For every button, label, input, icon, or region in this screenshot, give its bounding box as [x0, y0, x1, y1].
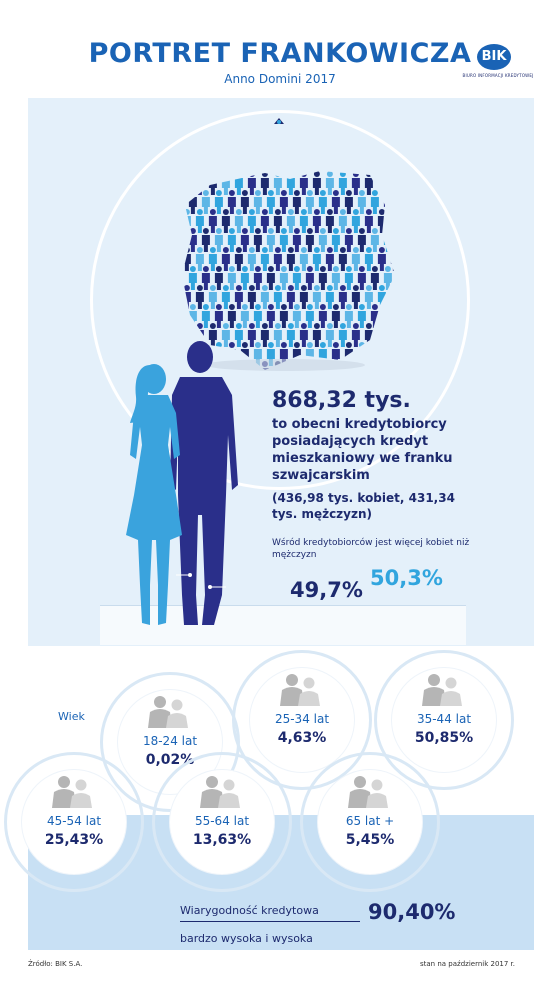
age-circle — [22, 770, 126, 874]
age-ring — [300, 752, 440, 892]
women-percentage: 50,3% — [370, 566, 443, 590]
men-percentage: 49,7% — [290, 578, 363, 602]
age-ring — [152, 752, 292, 892]
age-ring — [374, 650, 514, 790]
credit-reliability-label-2: bardzo wysoka i wysoka — [180, 932, 313, 945]
man-silhouette-icon — [170, 341, 238, 625]
gender-split-text: (436,98 tys. kobiet, 431,34 tys. mężczyz… — [272, 491, 455, 521]
couple-icon — [280, 674, 320, 706]
date-note: stan na październik 2017 r. — [420, 960, 515, 968]
poland-crowd-map-icon — [182, 171, 395, 371]
age-group-value: 25,43% — [44, 832, 104, 848]
credit-reliability-value: 90,40% — [368, 900, 456, 924]
source-note: Źródło: BIK S.A. — [28, 960, 83, 968]
age-section-label: Wiek — [58, 710, 85, 723]
credit-divider — [180, 921, 360, 922]
age-group-label: 55-64 lat — [194, 814, 250, 828]
gender-note: Wśród kredytobiorców jest więcej kobiet … — [272, 538, 470, 560]
age-group-value: 50,85% — [414, 730, 474, 746]
age-circle — [392, 668, 496, 772]
age-circle — [170, 770, 274, 874]
age-group-label: 35-44 lat — [416, 712, 472, 726]
age-circle — [250, 668, 354, 772]
total-borrowers-value: 868,32 tys. — [272, 388, 411, 413]
couple-silhouette-icon — [126, 341, 238, 625]
age-group-value: 5,45% — [345, 832, 395, 848]
age-group-value: 4,63% — [277, 730, 327, 746]
age-circle — [318, 770, 422, 874]
woman-silhouette-icon — [126, 364, 182, 625]
age-group-label: 45-54 lat — [46, 814, 102, 828]
age-group-label: 18-24 lat — [142, 734, 198, 748]
map-circle — [90, 110, 470, 490]
couple-icon — [422, 674, 462, 706]
couple-icon — [148, 696, 188, 728]
couple-icon — [52, 776, 92, 808]
age-ring — [4, 752, 144, 892]
bik-logo-subtext: BIURO INFORMACJI KREDYTOWEJ — [462, 73, 534, 78]
age-group-value: 13,63% — [192, 832, 252, 848]
circle-marker-icon — [274, 118, 284, 124]
age-group-label: 25-34 lat — [274, 712, 330, 726]
page-subtitle: Anno Domini 2017 — [224, 72, 336, 86]
credit-reliability-label-1: Wiarygodność kredytowa — [180, 904, 319, 917]
couple-icon — [348, 776, 388, 808]
couple-icon — [200, 776, 240, 808]
total-borrowers-description: to obecni kredytobiorcy posiadających kr… — [272, 417, 453, 483]
bik-logo: BIK — [477, 44, 511, 70]
age-group-label: 65 lat + — [345, 814, 395, 828]
age-ring — [232, 650, 372, 790]
page-title: PORTRET FRANKOWICZA — [88, 38, 472, 69]
